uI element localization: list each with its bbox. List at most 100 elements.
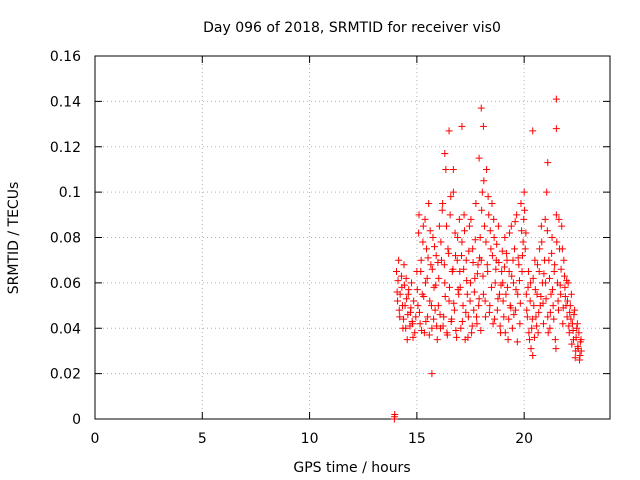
data-point: [555, 215, 563, 223]
data-point: [416, 320, 424, 328]
data-point: [507, 304, 515, 312]
data-point: [522, 229, 530, 237]
x-tick-label: 0: [91, 431, 100, 447]
data-point: [494, 295, 502, 303]
data-point: [451, 229, 459, 237]
data-point: [424, 313, 432, 321]
data-point: [549, 302, 557, 310]
data-point: [403, 295, 411, 303]
y-tick-label: 0.14: [50, 94, 81, 110]
data-point: [403, 336, 411, 344]
data-point: [531, 286, 539, 294]
data-point: [546, 308, 554, 316]
data-point: [427, 261, 435, 269]
data-point: [561, 272, 569, 280]
data-point: [493, 306, 501, 314]
data-point: [466, 297, 474, 305]
data-point: [529, 274, 537, 282]
y-tick-label: 0.02: [50, 367, 81, 383]
data-point: [474, 261, 482, 269]
data-point: [533, 290, 541, 298]
data-point: [420, 292, 428, 300]
data-point: [490, 215, 498, 223]
y-tick-label: 0.06: [50, 276, 81, 292]
data-point: [519, 238, 527, 246]
x-tick-label: 5: [198, 431, 207, 447]
data-point: [440, 313, 448, 321]
data-point: [396, 313, 404, 321]
data-point: [548, 234, 556, 241]
data-point: [507, 222, 515, 230]
data-point: [527, 345, 535, 353]
data-point: [570, 311, 578, 319]
data-point: [543, 227, 551, 235]
data-point: [518, 227, 526, 235]
data-point: [535, 268, 543, 276]
data-point: [479, 290, 487, 298]
data-point: [481, 297, 489, 305]
data-point: [463, 290, 471, 298]
data-point: [397, 272, 405, 280]
data-point: [421, 215, 429, 223]
data-point: [488, 283, 496, 291]
data-point: [423, 245, 431, 253]
data-point: [506, 229, 514, 237]
data-point: [473, 270, 481, 278]
data-point: [539, 299, 547, 307]
data-point: [456, 283, 464, 291]
data-point: [535, 308, 543, 316]
data-point: [425, 331, 433, 339]
data-point: [394, 277, 402, 285]
data-point: [465, 247, 473, 255]
data-point: [473, 313, 481, 321]
data-point: [432, 252, 440, 260]
data-point: [555, 306, 562, 314]
data-point: [564, 279, 572, 287]
data-point: [512, 306, 520, 314]
data-point: [564, 297, 572, 305]
data-point: [576, 356, 584, 364]
data-point: [443, 331, 451, 339]
data-point: [486, 227, 494, 235]
data-point: [450, 299, 458, 307]
data-point: [458, 252, 466, 260]
data-point: [524, 268, 532, 276]
data-point: [545, 274, 553, 282]
data-point: [396, 290, 404, 298]
data-point: [498, 268, 506, 276]
data-point: [528, 315, 536, 323]
data-point: [499, 297, 507, 305]
data-point: [544, 329, 552, 337]
data-point: [486, 302, 494, 310]
data-point: [518, 268, 526, 276]
data-point: [436, 311, 444, 319]
data-point: [505, 268, 513, 276]
data-point: [505, 315, 513, 323]
data-point: [561, 292, 569, 300]
data-point: [432, 281, 440, 289]
data-point: [539, 320, 547, 328]
plot-frame: [94, 55, 611, 420]
data-point: [503, 283, 511, 291]
data-point: [412, 313, 420, 321]
data-point: [458, 122, 466, 130]
data-point: [449, 188, 457, 196]
data-point: [464, 313, 472, 321]
data-point: [457, 324, 465, 332]
data-point: [394, 297, 402, 305]
x-tick-labels: 0 5 10 15 20: [91, 431, 534, 447]
data-point: [525, 329, 533, 337]
data-point: [556, 281, 564, 289]
data-point: [446, 211, 454, 219]
data-point: [454, 234, 462, 241]
data-point: [425, 199, 433, 207]
data-point: [495, 258, 503, 266]
data-point: [544, 313, 552, 321]
data-point: [455, 290, 463, 298]
data-point: [475, 302, 483, 310]
data-point: [571, 354, 579, 362]
data-point: [438, 256, 446, 264]
data-point: [400, 261, 408, 269]
data-point: [550, 315, 558, 323]
data-point: [429, 234, 437, 241]
